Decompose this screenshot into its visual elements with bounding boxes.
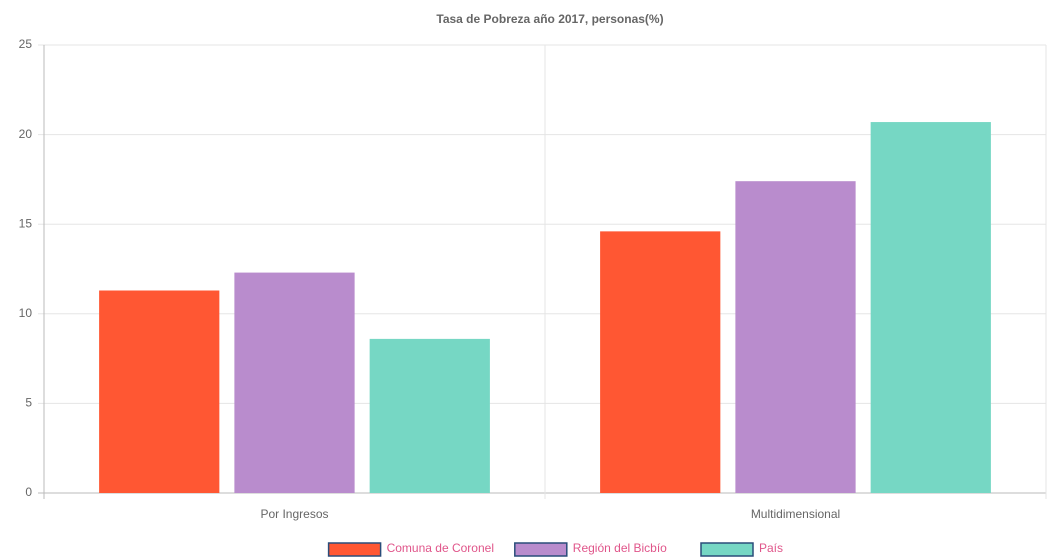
legend-label: Comuna de Coronel xyxy=(387,541,494,555)
legend-swatch xyxy=(700,542,754,557)
chart-title: Tasa de Pobreza año 2017, personas(%) xyxy=(436,12,663,26)
legend-swatch xyxy=(514,542,568,557)
y-tick-label: 25 xyxy=(19,37,33,51)
bar xyxy=(870,122,991,493)
bar xyxy=(99,290,220,493)
bar xyxy=(735,181,856,493)
y-tick-label: 0 xyxy=(25,485,32,499)
bar xyxy=(234,272,355,493)
y-tick-label: 10 xyxy=(19,306,33,320)
y-tick-label: 5 xyxy=(25,396,32,410)
y-tick-label: 15 xyxy=(19,216,33,230)
x-tick-label: Por Ingresos xyxy=(260,507,328,521)
legend-label: País xyxy=(759,541,783,555)
legend-swatch xyxy=(327,542,382,557)
bar xyxy=(600,231,721,494)
x-tick-label: Multidimensional xyxy=(751,507,840,521)
y-tick-label: 20 xyxy=(19,127,33,141)
legend-label: Región del Bicbío xyxy=(573,541,667,555)
bar xyxy=(369,338,490,493)
